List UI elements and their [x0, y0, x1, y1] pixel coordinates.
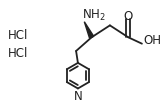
Text: N: N [74, 90, 82, 103]
Text: O: O [124, 10, 133, 23]
Text: HCl: HCl [7, 29, 28, 42]
Text: NH$_2$: NH$_2$ [83, 8, 106, 23]
Text: OH: OH [144, 33, 162, 47]
Polygon shape [84, 22, 94, 38]
Text: HCl: HCl [7, 47, 28, 60]
